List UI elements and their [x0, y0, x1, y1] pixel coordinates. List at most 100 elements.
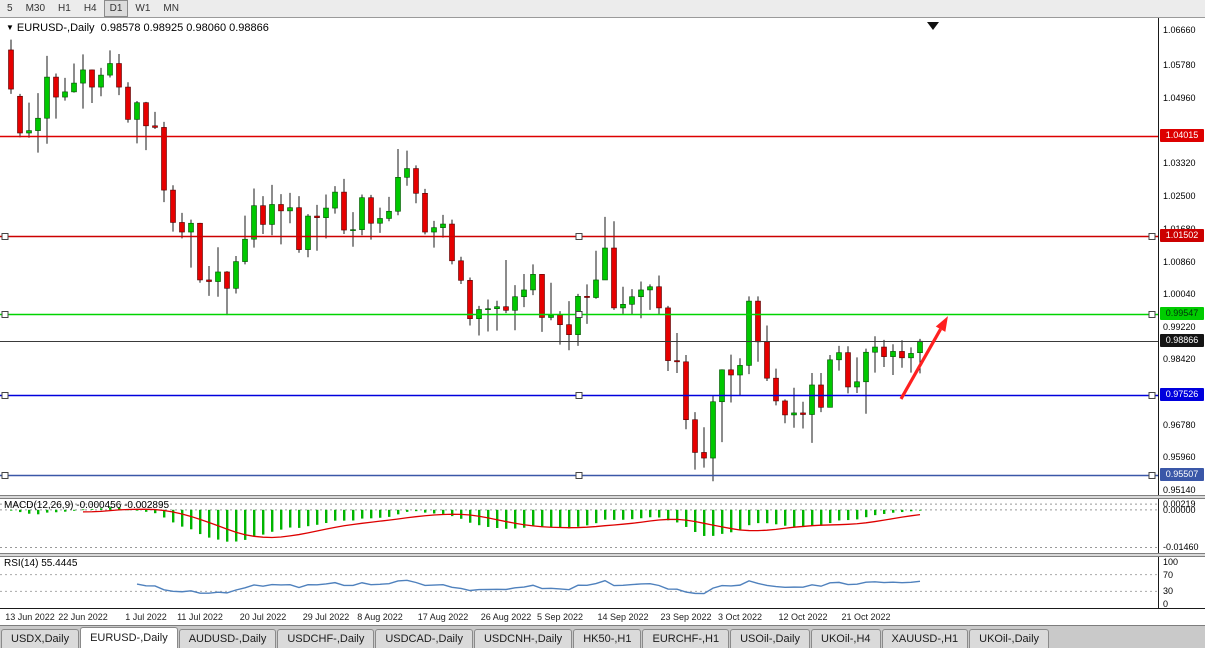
line-handle[interactable] [1148, 472, 1156, 479]
line-handle[interactable] [1148, 233, 1156, 240]
horizontal-line-0.97526[interactable] [0, 392, 1158, 399]
candle [377, 207, 383, 233]
macd-chart[interactable] [0, 499, 1158, 553]
tab-hk50-h1[interactable]: HK50-,H1 [573, 629, 642, 648]
tab-eurchf-h1[interactable]: EURCHF-,H1 [642, 629, 730, 648]
macd-indicator-label: MACD(12,26,9) -0.000456 -0.002895 [4, 500, 170, 511]
time-axis-label: 20 Jul 2022 [239, 612, 287, 622]
candle [557, 311, 563, 345]
candle [440, 214, 446, 238]
line-handle[interactable] [575, 392, 583, 399]
line-handle[interactable] [1, 392, 9, 399]
candle [323, 194, 329, 239]
chart-shift-marker-icon[interactable] [927, 22, 939, 30]
candle [665, 305, 671, 371]
candle [233, 255, 239, 294]
macd-pane[interactable]: MACD(12,26,9) -0.000456 -0.002895 [0, 499, 1158, 553]
candle [125, 82, 131, 123]
rsi-axis-tick: 0 [1163, 599, 1169, 609]
price-axis-tick: 1.05780 [1163, 60, 1196, 71]
price-axis-tick: 0.96780 [1163, 419, 1196, 430]
candle [602, 216, 608, 281]
candle [314, 204, 320, 251]
rsi-chart[interactable] [0, 557, 1158, 608]
tab-ukoil-h4[interactable]: UKOil-,H4 [811, 629, 881, 648]
candle [80, 54, 86, 109]
candle [530, 264, 536, 296]
line-handle[interactable] [575, 311, 583, 318]
pane-splitter[interactable] [0, 495, 1205, 499]
horizontal-line-0.95507[interactable] [0, 472, 1158, 479]
candlestick-chart[interactable] [0, 18, 1158, 495]
candle [404, 150, 410, 186]
candle [188, 219, 194, 268]
main-price-pane[interactable]: ▼ EURUSD-,Daily 0.98578 0.98925 0.98060 0… [0, 18, 1158, 495]
horizontal-line-1.01502[interactable] [0, 233, 1158, 240]
tab-usdcad-daily[interactable]: USDCAD-,Daily [375, 629, 473, 648]
candle [494, 300, 500, 331]
candle [881, 339, 887, 367]
price-marker-0.98866: 0.98866 [1160, 334, 1204, 348]
candle [89, 69, 95, 104]
timeframe-button-d1[interactable]: D1 [103, 0, 129, 17]
line-handle[interactable] [1148, 392, 1156, 399]
line-handle[interactable] [1, 472, 9, 479]
candle [224, 271, 230, 316]
candle [350, 212, 356, 247]
time-axis: 13 Jun 2022 22 Jun 2022 1 Jul 2022 11 Jul 2… [0, 608, 1205, 625]
line-handle[interactable] [575, 233, 583, 240]
timeframe-button-m30[interactable]: M30 [25, 3, 46, 14]
timeframe-button-mn[interactable]: MN [163, 3, 179, 14]
candle [854, 357, 860, 393]
time-axis-label: 13 Jun 2022 [5, 612, 55, 622]
rsi-pane[interactable]: RSI(14) 55.4445 [0, 557, 1158, 608]
trend-arrow[interactable] [899, 316, 948, 400]
candle [143, 101, 149, 151]
candle [359, 194, 365, 236]
candle [890, 344, 896, 375]
line-handle[interactable] [1, 233, 9, 240]
candle [611, 221, 617, 310]
candle [845, 346, 851, 394]
tab-eurusd-daily[interactable]: EURUSD-,Daily [80, 627, 178, 648]
line-handle[interactable] [1148, 311, 1156, 318]
candle [674, 333, 680, 373]
candle [17, 93, 23, 138]
line-handle[interactable] [575, 472, 583, 479]
candle [692, 412, 698, 470]
time-axis-label: 1 Jul 2022 [125, 612, 167, 622]
tab-ukoil-daily[interactable]: UKOil-,Daily [969, 629, 1050, 648]
chart-dropdown-triangle-icon[interactable]: ▼ [6, 23, 14, 32]
candle [71, 63, 77, 93]
candle [575, 293, 581, 346]
candle [647, 284, 653, 310]
price-axis-tick: 1.02500 [1163, 191, 1196, 202]
candle [260, 196, 266, 235]
pane-splitter[interactable] [0, 553, 1205, 557]
candle [296, 196, 302, 253]
tab-usdchf-daily[interactable]: USDCHF-,Daily [277, 629, 375, 648]
candle [908, 347, 914, 373]
tab-xauusd-h1[interactable]: XAUUSD-,H1 [881, 629, 969, 648]
timeframe-button-h4[interactable]: H4 [83, 3, 97, 14]
timeframe-button-h1[interactable]: H1 [58, 3, 71, 14]
timeframe-button-5[interactable]: 5 [7, 3, 13, 14]
candle [251, 188, 257, 248]
candle [593, 250, 599, 299]
tab-usdcnh-daily[interactable]: USDCNH-,Daily [473, 629, 573, 648]
tab-audusd-daily[interactable]: AUDUSD-,Daily [178, 629, 277, 648]
macd-signal-line [82, 508, 921, 539]
macd-axis-tick: 0.00219 [1163, 499, 1196, 510]
candle [710, 395, 716, 482]
time-axis-label: 11 Jul 2022 [177, 612, 223, 622]
candle [539, 273, 545, 332]
timeframe-button-w1[interactable]: W1 [135, 3, 151, 14]
candle [332, 186, 338, 214]
line-handle[interactable] [1, 311, 9, 318]
price-marker-1.01502: 1.01502 [1160, 228, 1204, 242]
tab-usoil-daily[interactable]: USOil-,Daily [730, 629, 811, 648]
chart-window[interactable]: ▼ EURUSD-,Daily 0.98578 0.98925 0.98060 0… [0, 18, 1205, 625]
tab-usdx-daily[interactable]: USDX,Daily [1, 629, 80, 648]
horizontal-line-0.99547[interactable] [0, 311, 1158, 318]
chart-symbol-label: EURUSD-,Daily [16, 22, 95, 34]
